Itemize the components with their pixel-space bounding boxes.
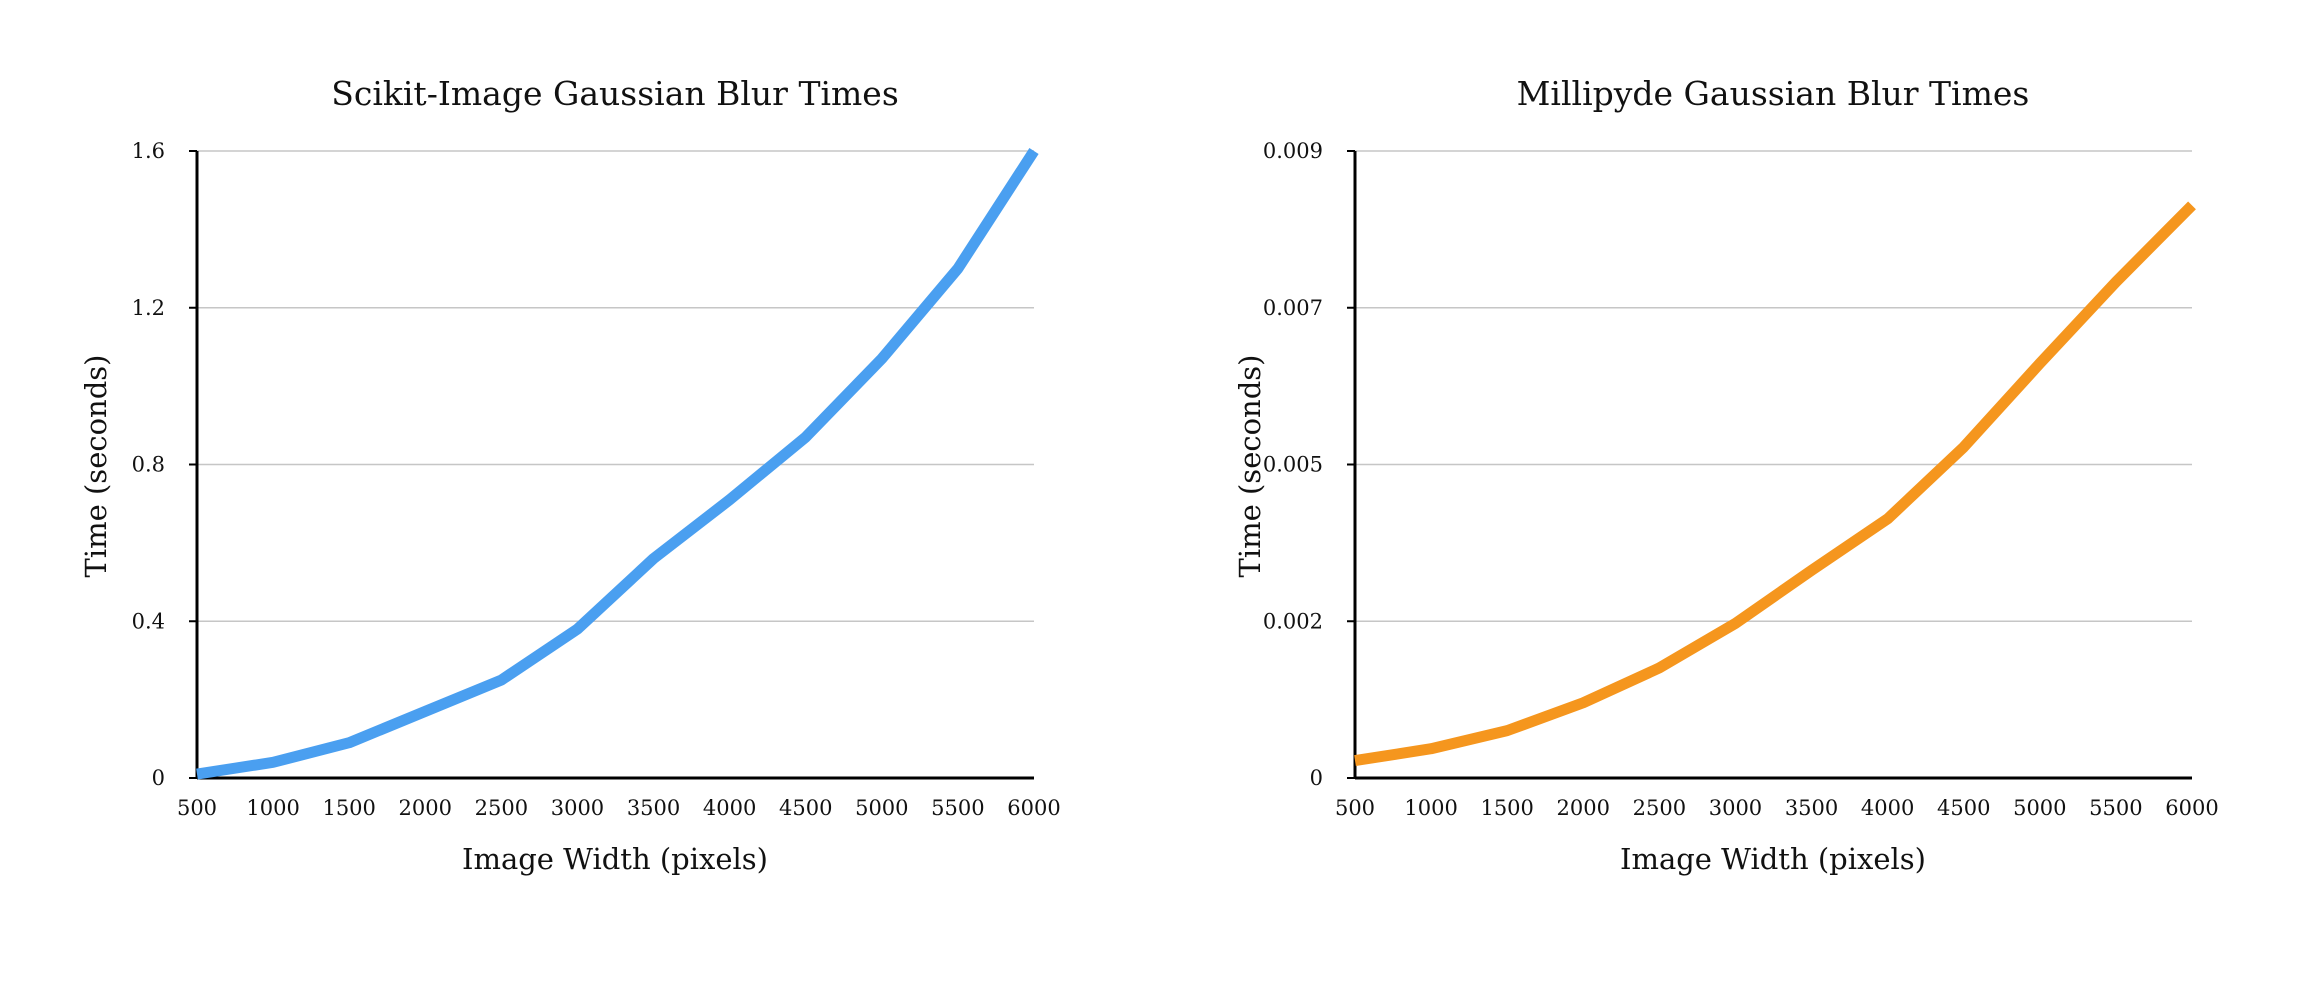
chart-title: Scikit-Image Gaussian Blur Times [331,74,899,113]
y-axis-title: Time (seconds) [79,355,113,578]
millipyde-chart: 0 0.002 0.005 0.007 0.009 500 1000 1500 2000 2500… [1158,0,2316,978]
x-tick-label: 1500 [1480,796,1533,820]
x-tick-label: 2500 [1633,796,1686,820]
x-tick-label: 500 [1335,796,1375,820]
y-tick-label: 0.009 [1263,139,1323,163]
x-tick-label: 5000 [2013,796,2066,820]
x-tick-label: 2000 [1557,796,1610,820]
x-tick-label: 3000 [1709,796,1762,820]
x-tick-label: 4000 [703,796,756,820]
series-line-0 [196,148,1039,780]
x-tick-label: 1500 [322,796,375,820]
x-tick-label: 6000 [1007,796,1060,820]
x-tick-label: 3000 [551,796,604,820]
x-tick-label: 3500 [627,796,680,820]
scikit-image-chart-svg: 0 0.4 0.8 1.2 1.6 500 1000 1500 2000 2500 3000 3500… [79,74,1061,876]
y-tick-label: 0.002 [1263,609,1323,633]
y-tick-label: 0 [152,766,165,790]
chart-title: Millipyde Gaussian Blur Times [1517,74,2030,113]
y-tick-label: 0.007 [1263,296,1323,320]
y-tick-label: 0.005 [1263,453,1323,477]
x-tick-label: 1000 [246,796,299,820]
x-tick-label: 2500 [475,796,528,820]
y-tick-label: 0 [1310,766,1323,790]
x-tick-label: 5000 [855,796,908,820]
y-axis-title: Time (seconds) [1233,355,1267,578]
x-tick-label: 1000 [1404,796,1457,820]
x-tick-label: 5500 [2089,796,2142,820]
x-tick-label: 4000 [1861,796,1914,820]
series-line-0 [1354,201,2196,767]
y-tick-label: 0.4 [132,609,165,633]
y-tick-label: 0.8 [132,453,165,477]
x-tick-label: 3500 [1785,796,1838,820]
x-tick-label: 2000 [399,796,452,820]
x-tick-label: 500 [177,796,217,820]
x-tick-label: 4500 [1937,796,1990,820]
y-tick-label: 1.2 [132,296,165,320]
x-tick-label: 4500 [779,796,832,820]
y-tick-label: 1.6 [132,139,165,163]
x-tick-label: 6000 [2165,796,2218,820]
millipyde-chart-svg: 0 0.002 0.005 0.007 0.009 500 1000 1500 2000 2500… [1233,74,2219,876]
x-axis-title: Image Width (pixels) [1620,842,1926,876]
x-tick-label: 5500 [931,796,984,820]
x-axis-title: Image Width (pixels) [462,842,768,876]
scikit-image-chart: 0 0.4 0.8 1.2 1.6 500 1000 1500 2000 2500 3000 3500… [0,0,1158,978]
